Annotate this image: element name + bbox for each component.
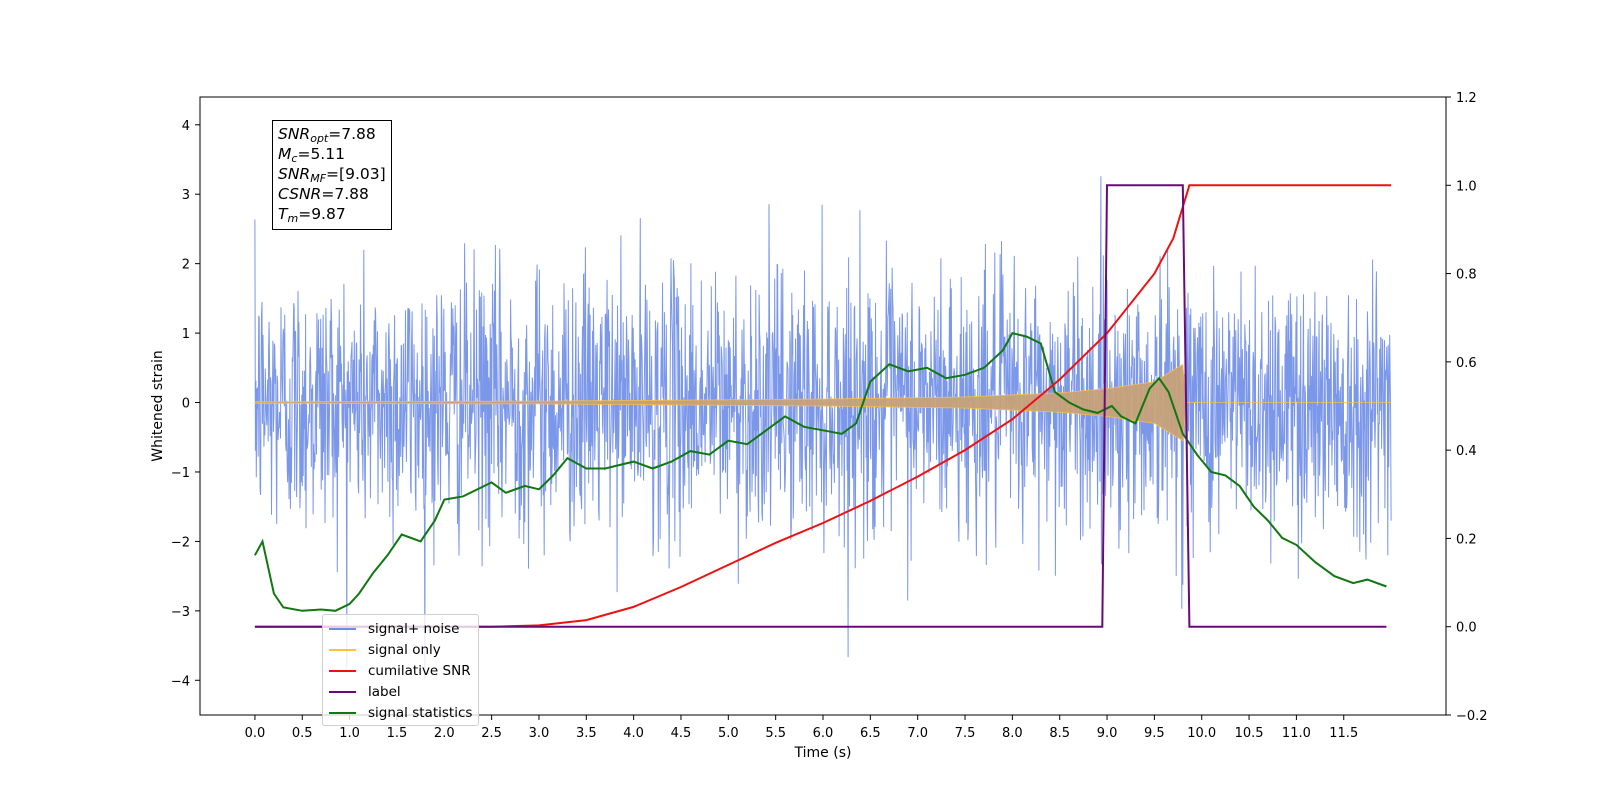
legend-item-signal-statistics: signal statistics <box>329 702 472 723</box>
x-tick-label: 1.0 <box>339 726 360 741</box>
cumulative-snr-line <box>254 184 1392 628</box>
x-axis: 0.0 0.5 1.0 1.5 2.0 2.5 3.0 3.5 4.0 4.5 5.0 5.5 6.0 6… <box>245 715 1358 741</box>
x-axis-label: Time (s) <box>794 745 852 761</box>
x-tick-label: 11.0 <box>1282 726 1311 741</box>
label-line <box>254 184 1387 628</box>
legend-label: cumilative SNR <box>368 662 471 679</box>
signal-only-band <box>254 363 1392 442</box>
legend-item-label: label <box>329 681 472 702</box>
x-tick-label: 9.5 <box>1144 726 1165 741</box>
snr-mf-value: [9.03] <box>339 165 386 183</box>
snr-info-box: SNRopt=7.88 Mc=5.11 SNRMF=[9.03] CSNR=7.… <box>272 120 392 230</box>
x-tick-label: 8.5 <box>1049 726 1070 741</box>
legend-item-signal-only: signal only <box>329 639 472 660</box>
x-tick-label: 0.0 <box>245 726 266 741</box>
legend-swatch <box>329 669 356 672</box>
x-tick-label: 10.0 <box>1187 726 1216 741</box>
signal-plus-noise-line <box>254 176 1392 680</box>
snr-mf-line: SNRMF=[9.03] <box>278 165 386 185</box>
tm-line: Tm=9.87 <box>278 205 346 225</box>
y-left-tick-label: 3 <box>182 188 190 203</box>
x-tick-label: 3.5 <box>576 726 597 741</box>
legend-label: signal only <box>368 641 441 658</box>
legend-swatch <box>329 627 356 630</box>
legend-item-signal-noise: signal+ noise <box>329 618 472 639</box>
y-left-tick-label: −3 <box>171 605 190 620</box>
legend-swatch <box>329 690 356 693</box>
y-left-tick-label: −2 <box>171 535 190 550</box>
legend-swatch <box>329 648 356 651</box>
legend-label: label <box>368 683 401 700</box>
x-tick-label: 0.5 <box>292 726 313 741</box>
y-right-tick-label: 1.0 <box>1456 179 1477 194</box>
legend-item-cumulative-snr: cumilative SNR <box>329 660 472 681</box>
tm-value: 9.87 <box>311 205 346 223</box>
y-right-tick-label: 1.2 <box>1456 91 1477 106</box>
x-tick-label: 9.0 <box>1097 726 1118 741</box>
y-axis-left: 4 3 2 1 0 −1 −2 −3 −4 <box>171 119 200 689</box>
x-tick-label: 11.5 <box>1329 726 1358 741</box>
legend-label: signal statistics <box>368 704 473 721</box>
y-axis-label-left: Whitened strain <box>150 350 166 461</box>
x-tick-label: 10.5 <box>1235 726 1264 741</box>
x-tick-label: 7.0 <box>907 726 928 741</box>
x-tick-label: 5.5 <box>765 726 786 741</box>
snr-opt-value: 7.88 <box>341 125 376 143</box>
x-tick-label: 2.5 <box>481 726 502 741</box>
x-tick-label: 6.5 <box>860 726 881 741</box>
y-left-tick-label: 4 <box>182 119 190 134</box>
signal-plus-noise-series <box>254 176 1392 680</box>
y-right-tick-label: 0.8 <box>1456 268 1477 283</box>
y-right-tick-label: 0.6 <box>1456 356 1477 371</box>
y-left-tick-label: 2 <box>182 258 190 273</box>
y-left-tick-label: 0 <box>182 397 190 412</box>
x-tick-label: 6.0 <box>813 726 834 741</box>
y-left-tick-label: −4 <box>171 674 190 689</box>
legend: signal+ noise signal only cumilative SNR… <box>322 614 480 726</box>
x-tick-label: 2.0 <box>434 726 455 741</box>
lines-layer <box>254 184 1392 628</box>
x-tick-label: 4.5 <box>671 726 692 741</box>
csnr-line: CSNR=7.88 <box>278 185 369 203</box>
signal-only-series <box>254 363 1392 442</box>
x-tick-label: 7.5 <box>955 726 976 741</box>
y-right-tick-label: 0.0 <box>1456 621 1477 636</box>
mc-value: 5.11 <box>310 145 345 163</box>
x-tick-label: 8.0 <box>1002 726 1023 741</box>
x-tick-label: 4.0 <box>623 726 644 741</box>
y-axis-right: 1.2 1.0 0.8 0.6 0.4 0.2 0.0 −0.2 <box>1446 91 1488 724</box>
y-right-tick-label: −0.2 <box>1456 709 1488 724</box>
y-right-tick-label: 0.2 <box>1456 532 1477 547</box>
signal-statistics-line <box>254 331 1387 612</box>
y-left-tick-label: 1 <box>182 327 190 342</box>
x-tick-label: 3.0 <box>529 726 550 741</box>
x-tick-label: 5.0 <box>718 726 739 741</box>
y-left-tick-label: −1 <box>171 466 190 481</box>
x-tick-label: 1.5 <box>387 726 408 741</box>
snr-opt-line: SNRopt=7.88 <box>278 125 376 145</box>
legend-swatch <box>329 711 356 714</box>
y-right-tick-label: 0.4 <box>1456 444 1477 459</box>
legend-label: signal+ noise <box>368 620 460 637</box>
mc-line: Mc=5.11 <box>278 145 345 165</box>
csnr-value: 7.88 <box>334 185 369 203</box>
